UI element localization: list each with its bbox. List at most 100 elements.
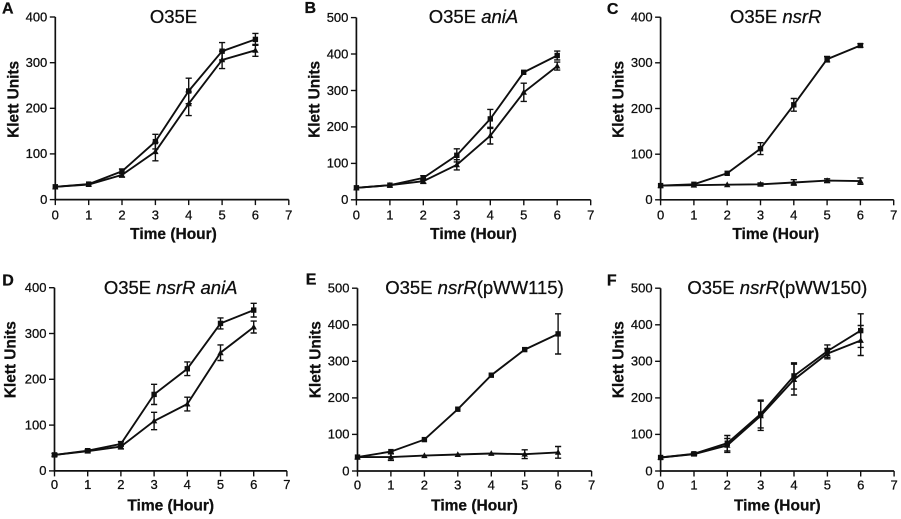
svg-text:Klett Units: Klett Units bbox=[5, 61, 22, 138]
svg-text:0: 0 bbox=[645, 192, 652, 207]
svg-text:400: 400 bbox=[26, 9, 48, 24]
svg-text:Time (Hour): Time (Hour) bbox=[430, 226, 517, 243]
svg-text:Klett Units: Klett Units bbox=[3, 321, 20, 398]
svg-text:O35E nsrR: O35E nsrR bbox=[730, 6, 822, 27]
svg-text:100: 100 bbox=[327, 156, 349, 171]
svg-text:300: 300 bbox=[631, 55, 653, 70]
svg-text:400: 400 bbox=[327, 46, 349, 61]
svg-text:O35E nsrR(pWW150): O35E nsrR(pWW150) bbox=[687, 277, 867, 298]
svg-text:4: 4 bbox=[487, 208, 494, 223]
svg-text:4: 4 bbox=[790, 477, 797, 492]
svg-text:200: 200 bbox=[25, 372, 47, 387]
svg-text:4: 4 bbox=[488, 477, 495, 492]
svg-text:2: 2 bbox=[118, 207, 125, 222]
svg-text:3: 3 bbox=[150, 477, 157, 492]
svg-text:0: 0 bbox=[341, 192, 348, 207]
svg-text:0: 0 bbox=[39, 463, 46, 478]
svg-text:E: E bbox=[306, 271, 317, 288]
svg-text:4: 4 bbox=[184, 477, 191, 492]
svg-text:5: 5 bbox=[217, 477, 224, 492]
svg-text:D: D bbox=[2, 273, 14, 290]
svg-text:1: 1 bbox=[387, 477, 394, 492]
svg-text:7: 7 bbox=[587, 208, 594, 223]
svg-text:2: 2 bbox=[724, 208, 731, 223]
svg-text:F: F bbox=[607, 272, 617, 289]
svg-text:2: 2 bbox=[117, 477, 124, 492]
svg-text:3: 3 bbox=[757, 208, 764, 223]
svg-text:O35E nsrR(pWW115): O35E nsrR(pWW115) bbox=[385, 277, 564, 298]
svg-text:6: 6 bbox=[857, 208, 864, 223]
svg-text:1: 1 bbox=[690, 477, 697, 492]
svg-text:Time (Hour): Time (Hour) bbox=[431, 498, 518, 515]
svg-text:100: 100 bbox=[631, 147, 653, 162]
svg-text:Time (Hour): Time (Hour) bbox=[734, 498, 821, 515]
svg-text:100: 100 bbox=[25, 417, 47, 432]
svg-text:400: 400 bbox=[25, 280, 47, 295]
svg-text:0: 0 bbox=[657, 477, 664, 492]
svg-text:5: 5 bbox=[520, 208, 527, 223]
svg-text:300: 300 bbox=[631, 354, 653, 369]
svg-text:3: 3 bbox=[757, 477, 764, 492]
svg-text:200: 200 bbox=[631, 390, 653, 405]
svg-text:A: A bbox=[2, 1, 14, 18]
svg-text:0: 0 bbox=[51, 477, 58, 492]
svg-text:5: 5 bbox=[218, 207, 225, 222]
svg-text:1: 1 bbox=[690, 208, 697, 223]
svg-text:200: 200 bbox=[26, 101, 48, 116]
svg-text:Time (Hour): Time (Hour) bbox=[127, 498, 214, 515]
svg-text:0: 0 bbox=[657, 208, 664, 223]
svg-text:4: 4 bbox=[185, 207, 192, 222]
svg-text:500: 500 bbox=[327, 10, 349, 25]
svg-text:1: 1 bbox=[85, 207, 92, 222]
svg-text:2: 2 bbox=[421, 477, 428, 492]
svg-text:400: 400 bbox=[631, 317, 653, 332]
svg-text:6: 6 bbox=[554, 477, 561, 492]
svg-text:7: 7 bbox=[890, 208, 897, 223]
svg-text:5: 5 bbox=[824, 477, 831, 492]
svg-text:0: 0 bbox=[52, 207, 59, 222]
svg-text:400: 400 bbox=[328, 317, 350, 332]
svg-text:Klett Units: Klett Units bbox=[611, 61, 628, 138]
svg-text:7: 7 bbox=[890, 477, 897, 492]
svg-text:100: 100 bbox=[631, 427, 653, 442]
svg-text:0: 0 bbox=[354, 477, 361, 492]
svg-text:Time (Hour): Time (Hour) bbox=[130, 226, 217, 243]
svg-text:6: 6 bbox=[252, 207, 259, 222]
svg-text:300: 300 bbox=[26, 55, 48, 70]
svg-text:2: 2 bbox=[420, 208, 427, 223]
svg-text:0: 0 bbox=[353, 208, 360, 223]
svg-text:4: 4 bbox=[790, 208, 797, 223]
svg-text:0: 0 bbox=[645, 463, 652, 478]
svg-text:O35E: O35E bbox=[150, 6, 197, 27]
svg-text:3: 3 bbox=[454, 477, 461, 492]
svg-text:6: 6 bbox=[554, 208, 561, 223]
svg-text:Klett Units: Klett Units bbox=[308, 321, 325, 398]
svg-text:300: 300 bbox=[25, 326, 47, 341]
svg-text:0: 0 bbox=[342, 463, 349, 478]
svg-text:7: 7 bbox=[588, 477, 595, 492]
svg-text:O35E nsrR aniA: O35E nsrR aniA bbox=[104, 277, 238, 298]
svg-text:Klett Units: Klett Units bbox=[611, 321, 628, 398]
svg-text:Klett Units: Klett Units bbox=[306, 61, 323, 138]
svg-text:200: 200 bbox=[328, 390, 350, 405]
svg-text:100: 100 bbox=[328, 427, 350, 442]
svg-text:B: B bbox=[305, 0, 317, 17]
svg-text:500: 500 bbox=[631, 281, 653, 296]
svg-text:1: 1 bbox=[386, 208, 393, 223]
svg-text:Time (Hour): Time (Hour) bbox=[732, 226, 819, 243]
svg-text:3: 3 bbox=[152, 207, 159, 222]
svg-text:300: 300 bbox=[328, 354, 350, 369]
svg-text:100: 100 bbox=[26, 146, 48, 161]
svg-text:5: 5 bbox=[521, 477, 528, 492]
svg-text:5: 5 bbox=[823, 208, 830, 223]
svg-text:7: 7 bbox=[283, 477, 290, 492]
svg-text:400: 400 bbox=[631, 10, 653, 25]
svg-text:1: 1 bbox=[84, 477, 91, 492]
svg-text:500: 500 bbox=[328, 281, 350, 296]
svg-text:3: 3 bbox=[453, 208, 460, 223]
svg-text:200: 200 bbox=[327, 119, 349, 134]
svg-text:O35E aniA: O35E aniA bbox=[429, 6, 518, 27]
svg-text:6: 6 bbox=[857, 477, 864, 492]
svg-text:C: C bbox=[607, 1, 619, 18]
svg-text:0: 0 bbox=[40, 192, 47, 207]
